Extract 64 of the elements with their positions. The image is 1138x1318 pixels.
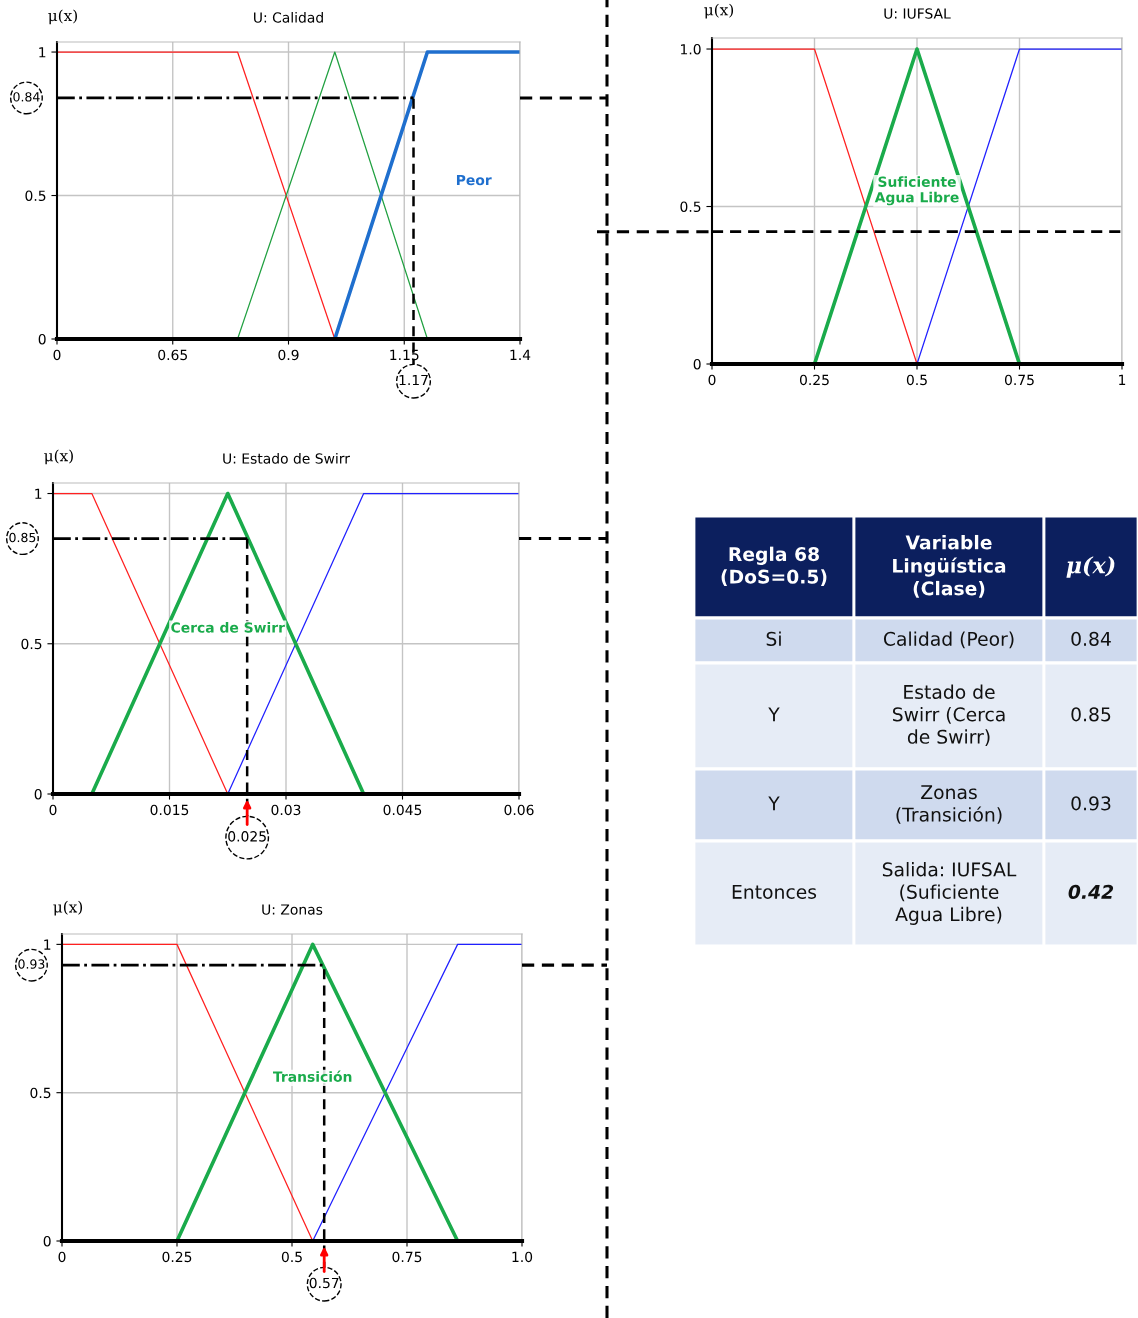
y-axis-title: μ(x)	[704, 3, 734, 19]
x-tick-label: 0.75	[392, 1251, 422, 1263]
x-tick-label: 0.75	[1004, 374, 1034, 386]
chart-title: U: IUFSAL	[884, 8, 951, 19]
text: Estado de Swirr (Cerca de Swirr)	[892, 684, 1005, 747]
ref-line-label: 0.84	[13, 92, 40, 102]
x-tick-label: 1.15	[390, 349, 419, 361]
y-tick-label: 0	[34, 788, 42, 800]
ref-line-label: 0.85	[9, 532, 36, 543]
text: 0.84	[1071, 631, 1111, 646]
text: Regla 68 (DoS=0.5)	[721, 546, 827, 586]
y-tick-label: 1	[39, 47, 46, 58]
series-label: Suficiente Agua Libre	[874, 176, 959, 206]
y-axis-title: μ(x)	[48, 9, 77, 25]
text: 0.85	[1071, 707, 1111, 722]
chart-title: U: Estado de Swirr	[223, 453, 350, 464]
y-tick-label: 0.5	[680, 201, 701, 212]
y-tick-label: 0	[693, 358, 701, 370]
series-label: Transición	[273, 1070, 352, 1082]
y-tick-label: 1.0	[681, 43, 701, 55]
text: Zonas (Transición)	[896, 785, 1002, 824]
text: Variable Lingüística (Clase)	[893, 534, 1006, 598]
y-tick-label: 0.5	[21, 638, 42, 650]
x-tick-label: 0.25	[799, 374, 829, 386]
series-label: Cerca de Swirr	[171, 622, 285, 633]
x-tick-label: 0.9	[278, 349, 299, 361]
y-tick-label: 0.5	[30, 1087, 51, 1099]
chart-title: U: Calidad	[254, 12, 323, 23]
x-tick-label: 1.0	[512, 1251, 533, 1263]
x-tick-label: 1	[1119, 374, 1126, 385]
ref-line-label: 0.93	[18, 959, 45, 969]
y-axis-title: μ(x)	[44, 449, 73, 465]
x-tick-label: 0.06	[504, 804, 534, 816]
x-tick-label: 0.65	[158, 349, 187, 361]
text: Peor	[456, 174, 492, 186]
y-tick-label: 1	[44, 939, 51, 950]
text: Calidad (Peor)	[883, 631, 1014, 649]
text: Si	[766, 631, 781, 646]
x-tick-label: 0	[53, 349, 61, 361]
y-tick-label: 0.5	[25, 190, 46, 201]
text: Y	[768, 796, 780, 811]
x-tick-label: 0.015	[150, 804, 189, 816]
text: 0.42	[1068, 884, 1114, 899]
x-tick-label: 0	[58, 1251, 66, 1263]
ref-line-label: 1.17	[399, 374, 428, 386]
x-tick-label: 1.4	[510, 349, 531, 360]
y-tick-label: 0	[38, 333, 46, 345]
text: 0.93	[1071, 796, 1111, 811]
x-tick-label: 0.5	[281, 1251, 302, 1263]
y-tick-label: 0	[43, 1235, 51, 1247]
y-tick-label: 1	[35, 488, 42, 499]
x-tick-label: 0.5	[906, 374, 927, 386]
text: Salida: IUFSAL (Suficiente Agua Libre)	[882, 862, 1017, 925]
text: Y	[768, 707, 780, 722]
x-tick-label: 0.25	[162, 1251, 192, 1263]
x-tick-label: 0.045	[383, 804, 422, 816]
x-tick-label: 0	[708, 374, 716, 386]
x-tick-label: 0.03	[271, 804, 301, 816]
y-axis-title: μ(x)	[53, 900, 83, 916]
chart-title: U: Zonas	[262, 904, 323, 915]
ref-line-label: 0.57	[309, 1277, 339, 1289]
text: μ(x)	[1066, 556, 1115, 578]
text: Entonces	[732, 885, 817, 899]
ref-line-label: 0.025	[228, 831, 266, 842]
